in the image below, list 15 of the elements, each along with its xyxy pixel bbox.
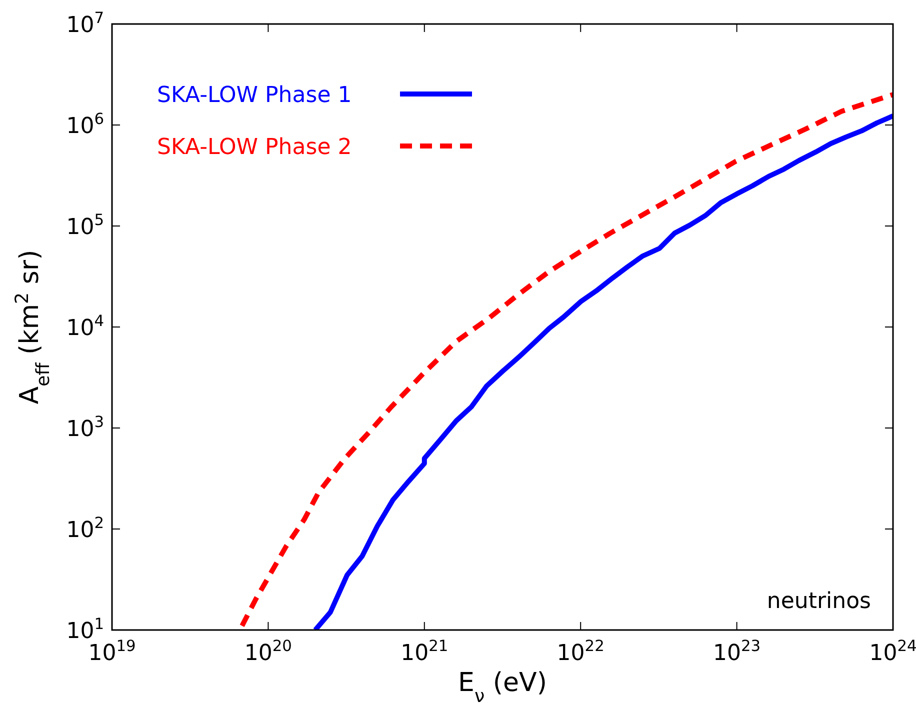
y-tick-label: 10$^{6}$: [66, 110, 104, 139]
x-tick-label: 10$^{20}$: [244, 637, 292, 666]
y-tick-label: 10$^{5}$: [66, 211, 104, 240]
y-tick-label: 10$^{4}$: [66, 312, 104, 341]
x-tick-label: 10$^{23}$: [713, 637, 761, 666]
annotation: neutrinos: [766, 589, 871, 614]
legend-label: SKA-LOW Phase 2: [157, 135, 352, 160]
x-axis-title: E$_{ν}$ (eV): [458, 668, 547, 703]
y-tick-label: 10$^{7}$: [66, 9, 104, 38]
y-tick-label: 10$^{2}$: [66, 514, 104, 543]
y-tick-label: 10$^{3}$: [66, 413, 104, 442]
x-tick-label: 10$^{21}$: [400, 637, 448, 666]
x-tick-label: 10$^{24}$: [869, 637, 916, 666]
legend-label: SKA-LOW Phase 1: [157, 83, 352, 108]
x-tick-label: 10$^{22}$: [556, 637, 604, 666]
